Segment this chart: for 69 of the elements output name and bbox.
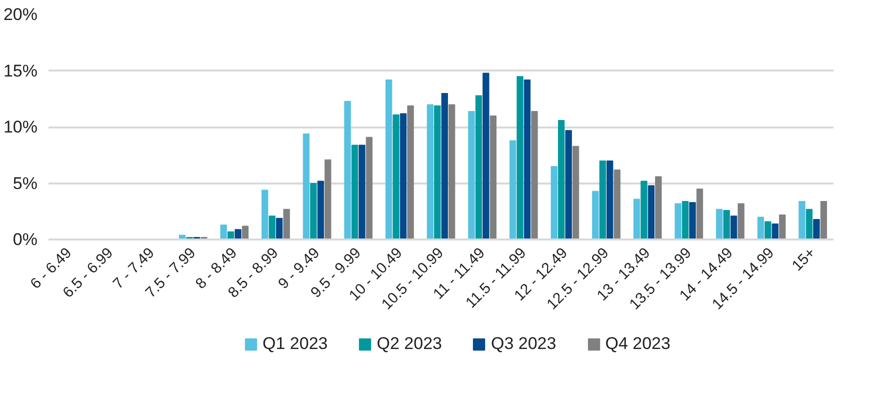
bar — [324, 159, 332, 240]
bar — [716, 208, 723, 240]
bar — [640, 180, 648, 240]
bar — [351, 144, 358, 240]
bar — [448, 104, 456, 240]
bar — [468, 111, 475, 240]
bar — [565, 130, 572, 240]
bar — [723, 210, 730, 240]
y-tick-label: 20% — [3, 5, 38, 24]
bar — [276, 218, 283, 240]
bar — [268, 216, 276, 240]
bar — [344, 100, 351, 240]
y-tick-label: 10% — [3, 118, 38, 136]
bar — [407, 105, 414, 240]
bar — [655, 176, 662, 240]
bar — [730, 216, 738, 240]
bar — [779, 214, 786, 240]
legend-label: Q4 2023 — [605, 334, 670, 354]
bar — [220, 224, 227, 240]
bar — [592, 190, 599, 240]
bar — [392, 114, 400, 240]
bar — [524, 80, 531, 240]
bar — [550, 166, 558, 240]
bar — [317, 180, 324, 240]
y-tick-label: 15% — [3, 61, 38, 80]
bar — [366, 136, 373, 240]
bar — [234, 229, 242, 240]
y-tick-label: 5% — [12, 174, 38, 193]
bar — [434, 105, 441, 240]
bar — [820, 201, 828, 240]
bar — [516, 76, 524, 240]
bar — [614, 170, 620, 240]
bar — [798, 201, 806, 240]
bar — [358, 144, 366, 240]
bar — [262, 190, 268, 240]
bar — [558, 120, 565, 240]
bar — [606, 160, 614, 240]
bar — [757, 216, 764, 240]
bar — [426, 104, 434, 240]
x-tick-label: 15+ — [788, 244, 820, 274]
bar — [806, 208, 813, 240]
legend-label: Q2 2023 — [376, 334, 442, 354]
bar — [572, 146, 580, 240]
bar — [764, 221, 772, 240]
bar — [490, 116, 496, 240]
bar — [738, 203, 744, 240]
bar — [441, 93, 448, 240]
bar — [599, 160, 606, 240]
y-tick-label: 0% — [12, 230, 38, 249]
bar — [310, 183, 317, 240]
bar — [302, 134, 310, 240]
bar — [531, 111, 538, 240]
bar — [400, 113, 407, 240]
bar — [509, 140, 516, 240]
bar — [813, 219, 820, 240]
bar — [475, 95, 482, 240]
bar — [633, 198, 640, 240]
bar — [682, 201, 689, 240]
bar — [689, 202, 696, 240]
bar — [648, 185, 655, 240]
legend-label: Q1 2023 — [262, 334, 328, 354]
bar — [482, 72, 490, 240]
bar — [696, 188, 704, 240]
bar — [772, 224, 778, 240]
bar — [283, 208, 290, 240]
bar — [386, 80, 392, 240]
legend-label: Q3 2023 — [491, 334, 556, 354]
bar — [242, 226, 249, 240]
bar — [674, 203, 682, 240]
